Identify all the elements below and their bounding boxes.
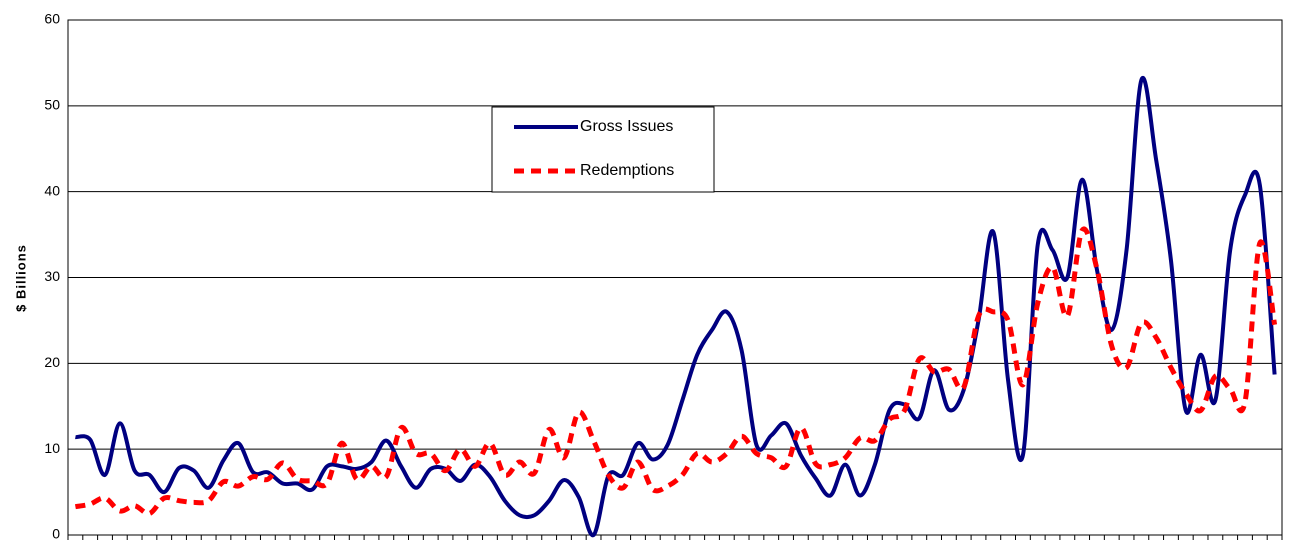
y-tick-label: 0: [52, 526, 60, 540]
legend-box: [491, 106, 715, 193]
y-tick-label: 10: [44, 440, 60, 456]
series-line: [75, 75, 1277, 538]
y-tick-label: 20: [44, 354, 60, 370]
series-line: [74, 226, 1278, 517]
y-axis-label: $ Billions: [13, 244, 28, 312]
y-tick-label: 30: [44, 268, 60, 284]
legend-label: Redemptions: [580, 162, 674, 179]
y-tick-label: 50: [44, 97, 60, 113]
y-tick-label: 40: [44, 182, 60, 198]
legend-label: Gross Issues: [580, 118, 673, 135]
y-tick-label: 60: [44, 11, 60, 27]
